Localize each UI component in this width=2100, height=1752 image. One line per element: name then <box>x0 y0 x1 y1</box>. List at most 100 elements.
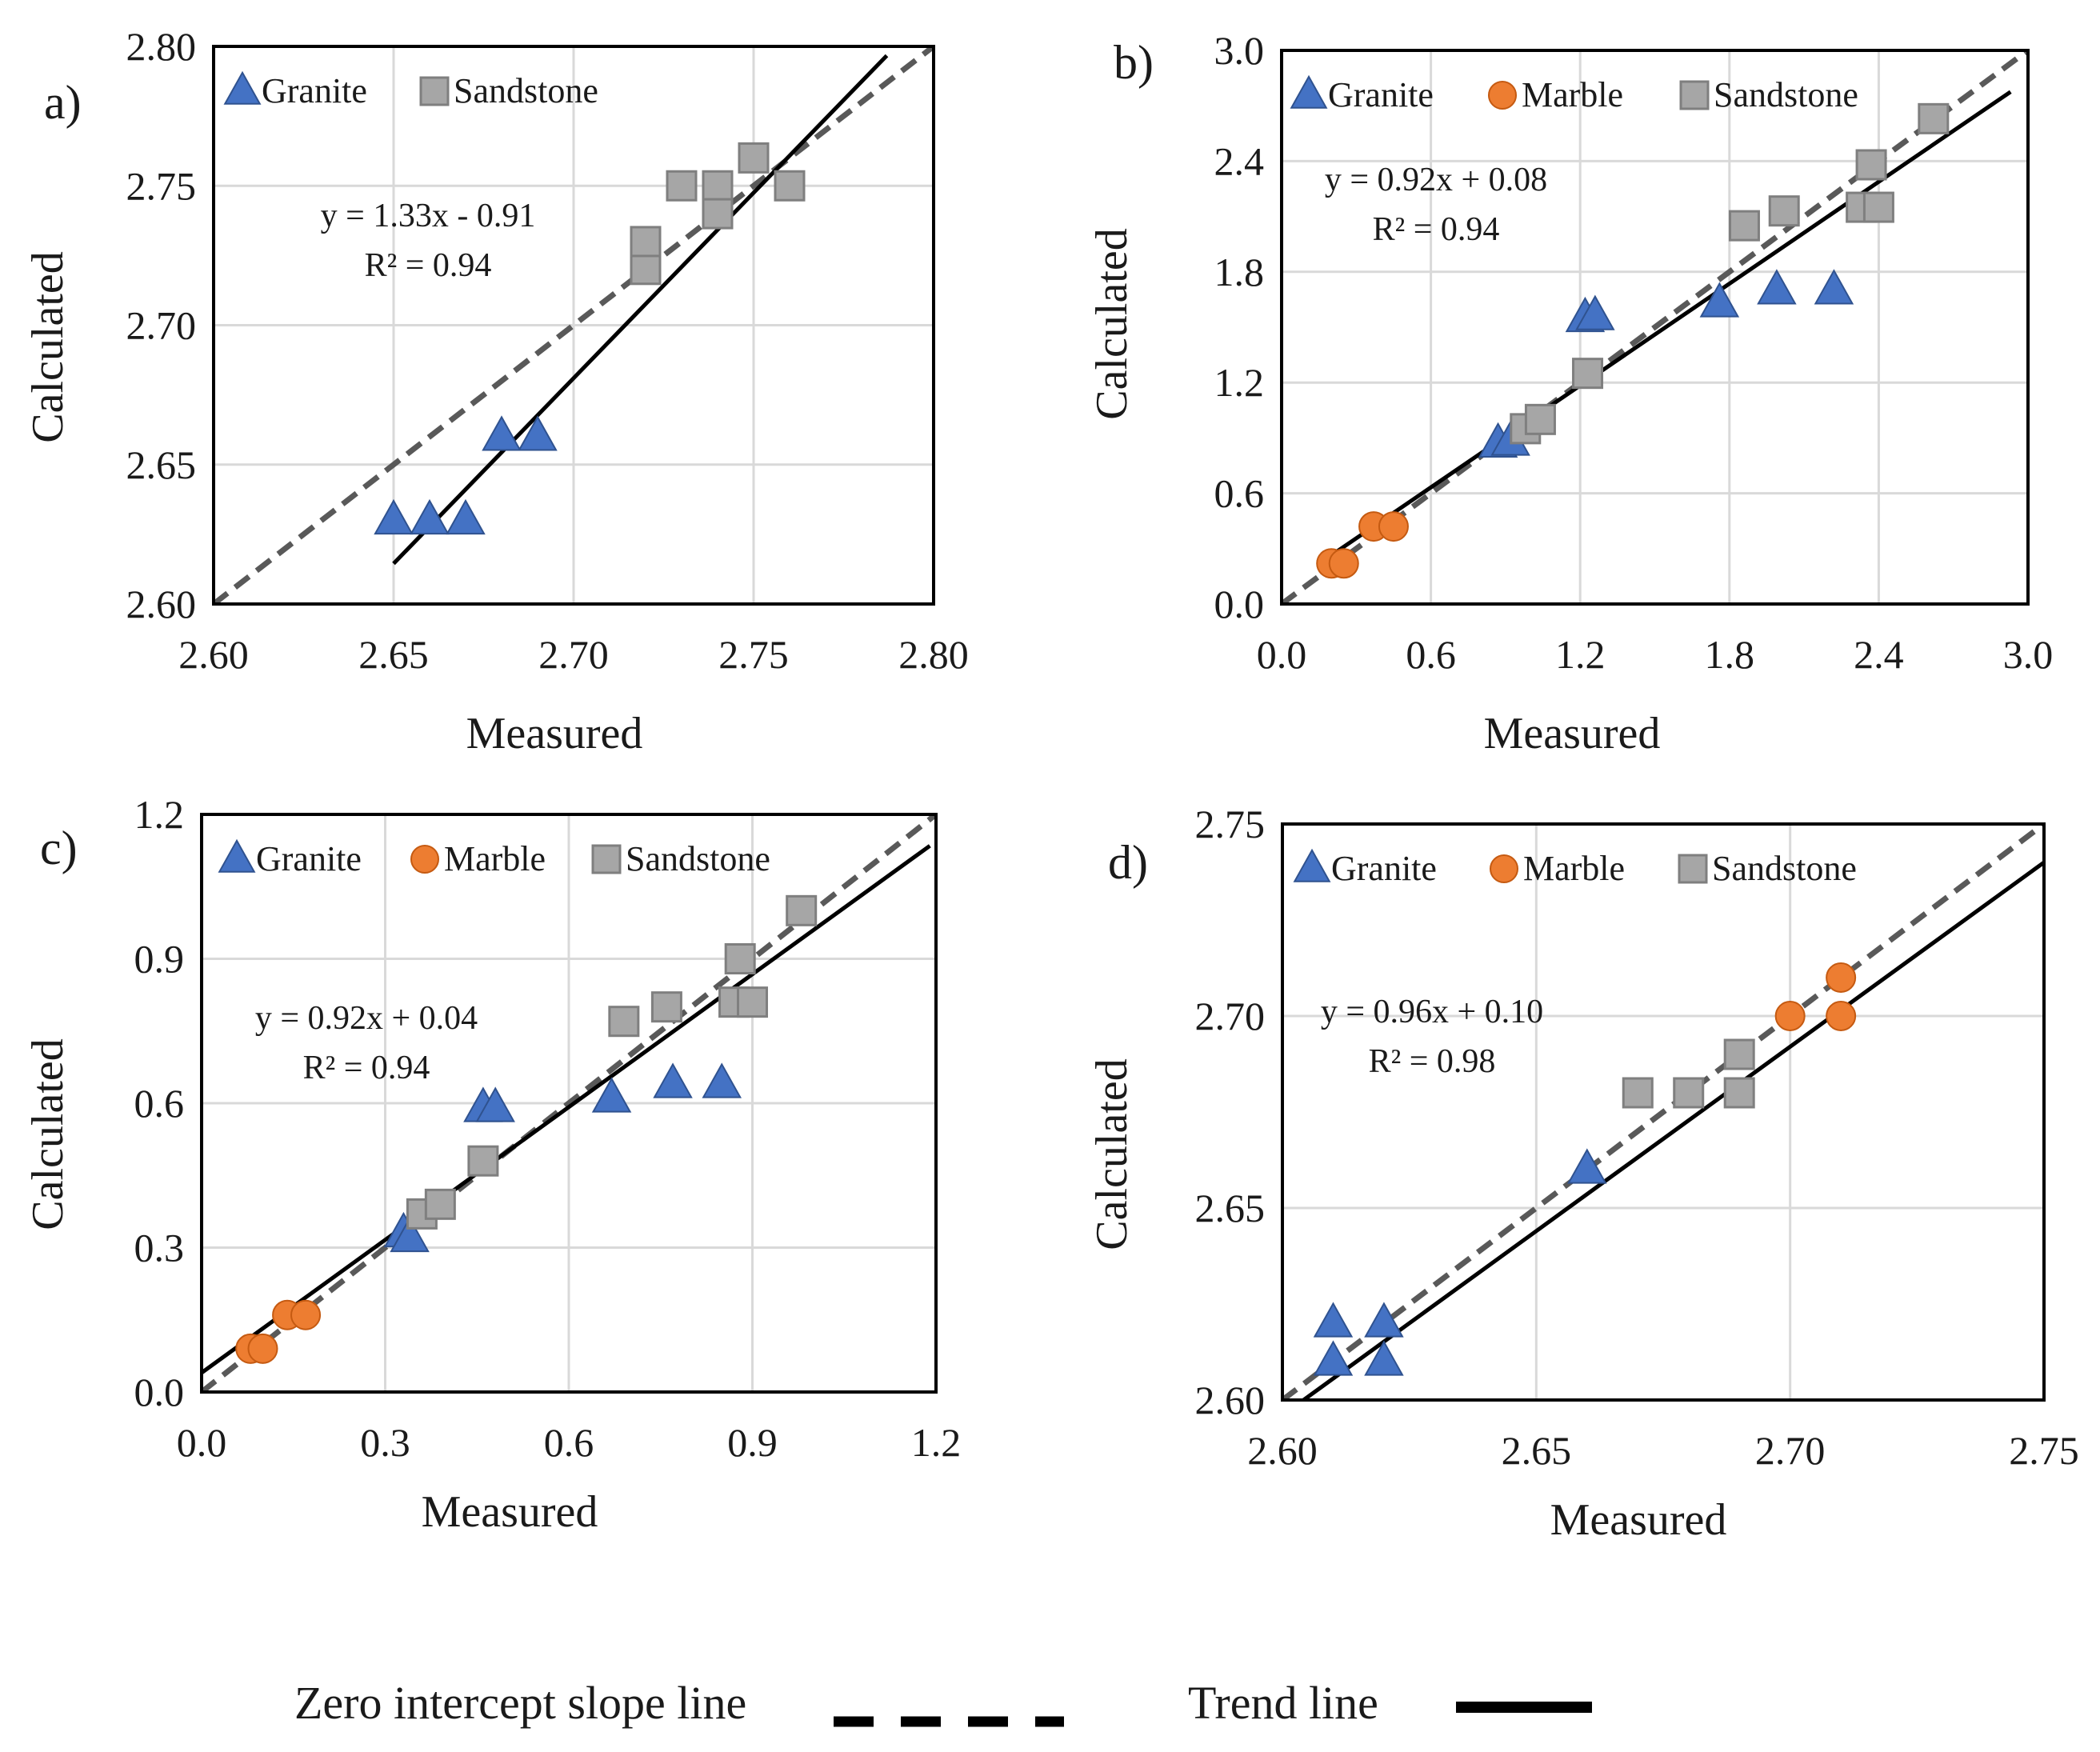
x-tick-label: 0.6 <box>1406 632 1456 677</box>
x-tick-label: 2.65 <box>358 632 429 677</box>
legend-sandstone-label: Sandstone <box>454 71 598 110</box>
panel-b: 0.0 0.6 1.2 1.8 2.4 3.0 0.0 0.6 1.2 1.8 2.4 3.0 Meas… <box>1087 28 2053 758</box>
y-axis-title: Calculated <box>1087 228 1137 419</box>
sandstone-point <box>737 986 768 1018</box>
granite-point <box>1313 1340 1354 1376</box>
trend-line-legend-label: Trend line <box>1188 1677 1378 1729</box>
x-tick-label: 0.0 <box>1257 632 1307 677</box>
panel-c: 0.0 0.3 0.6 0.9 1.2 0.0 0.3 0.6 0.9 1.2 Measured Ca… <box>23 792 961 1537</box>
legend-sandstone-marker <box>1679 80 1710 110</box>
zero-line-legend-label: Zero intercept slope line <box>294 1677 746 1729</box>
sandstone-point <box>1524 403 1556 435</box>
x-axis-title: Measured <box>1550 1495 1727 1545</box>
x-tick-label: 0.0 <box>177 1420 227 1465</box>
x-axis-title: Measured <box>422 1487 598 1537</box>
legend-marble-marker <box>410 845 439 874</box>
granite-point <box>1364 1302 1404 1338</box>
legend-sandstone-marker <box>1678 854 1708 884</box>
sandstone-point <box>1728 210 1760 242</box>
x-tick-label: 2.65 <box>1502 1428 1572 1473</box>
sandstone-point <box>1768 195 1800 227</box>
trend-equation: y = 1.33x - 0.91 <box>321 198 536 234</box>
trend-equation: y = 0.92x + 0.04 <box>255 1000 478 1037</box>
sandstone-point <box>1622 1077 1654 1109</box>
legend-marble-marker <box>1490 854 1518 883</box>
marble-point <box>247 1333 278 1364</box>
y-axis-title: Calculated <box>23 1038 73 1230</box>
marble-point <box>1328 548 1359 579</box>
y-tick-label: 1.2 <box>134 792 185 837</box>
y-tick-label: 0.3 <box>134 1226 185 1270</box>
sandstone-point <box>630 254 662 286</box>
legend-marble-label: Marble <box>1523 849 1625 888</box>
marble-point <box>1826 1001 1857 1031</box>
y-tick-label: 0.0 <box>134 1370 185 1414</box>
r-squared: R² = 0.98 <box>1369 1043 1496 1080</box>
granite-point <box>1814 269 1854 305</box>
bottom-legend: Zero intercept slope line Trend line <box>294 1677 1592 1729</box>
legend-marble-marker <box>1488 81 1517 110</box>
legend-sandstone-marker <box>591 844 622 874</box>
panel-label: c) <box>40 822 78 874</box>
panel-label: a) <box>44 76 82 129</box>
trend-equation: y = 0.96x + 0.10 <box>1321 994 1543 1030</box>
granite-point <box>374 498 414 535</box>
granite-point <box>653 1062 693 1098</box>
zero-intercept-line <box>214 46 934 604</box>
y-tick-label: 2.65 <box>126 442 197 487</box>
marble-point <box>1378 511 1409 542</box>
sandstone-point <box>630 226 662 258</box>
granite-point <box>410 498 450 535</box>
y-tick-label: 2.60 <box>1195 1378 1266 1422</box>
legend-granite-marker <box>1293 848 1331 882</box>
legend-granite-marker <box>1290 74 1328 109</box>
x-tick-label: 2.70 <box>1755 1428 1826 1473</box>
r-squared: R² = 0.94 <box>303 1050 430 1086</box>
y-tick-label: 1.8 <box>1214 250 1265 294</box>
legend-sandstone-label: Sandstone <box>1712 849 1857 888</box>
r-squared: R² = 0.94 <box>365 247 492 284</box>
granite-point <box>1699 282 1740 318</box>
x-tick-label: 1.2 <box>911 1420 962 1465</box>
x-tick-label: 2.70 <box>538 632 609 677</box>
marble-point <box>1826 962 1857 993</box>
y-tick-label: 2.60 <box>126 582 197 626</box>
x-tick-label: 3.0 <box>2003 632 2054 677</box>
legend-granite-marker <box>223 70 262 105</box>
y-tick-label: 2.65 <box>1195 1186 1266 1230</box>
sandstone-point <box>424 1188 456 1220</box>
x-tick-label: 0.3 <box>360 1420 410 1465</box>
trend-line <box>1330 90 2012 558</box>
sandstone-point <box>702 170 734 202</box>
sandstone-point <box>467 1145 499 1177</box>
panel-d: 2.60 2.65 2.70 2.75 2.60 2.65 2.70 2.75 Measured… <box>1087 802 2079 1545</box>
legend-sandstone-marker <box>419 76 450 106</box>
granite-point <box>1313 1302 1354 1338</box>
y-tick-label: 0.6 <box>1214 471 1265 516</box>
trend-line <box>202 844 931 1374</box>
sandstone-point <box>1862 191 1894 223</box>
sandstone-point <box>650 991 682 1023</box>
zero-intercept-line <box>1282 50 2028 604</box>
y-tick-label: 0.6 <box>134 1081 185 1126</box>
x-tick-label: 1.2 <box>1555 632 1606 677</box>
sandstone-point <box>786 894 818 926</box>
x-tick-label: 2.60 <box>1247 1428 1318 1473</box>
sandstone-point <box>1572 358 1604 390</box>
granite-point <box>1757 269 1797 305</box>
panel-a: 2.60 2.65 2.70 2.75 2.80 2.60 2.65 2.70 2.75 2.80… <box>23 24 969 758</box>
y-tick-label: 2.75 <box>126 163 197 208</box>
granite-point <box>390 1216 430 1253</box>
x-tick-label: 0.6 <box>544 1420 594 1465</box>
legend-granite-label: Granite <box>1328 75 1434 114</box>
r-squared: R² = 0.94 <box>1373 211 1500 248</box>
sandstone-point <box>1673 1077 1705 1109</box>
sandstone-point <box>1723 1038 1755 1070</box>
trend-equation: y = 0.92x + 0.08 <box>1325 162 1547 198</box>
y-axis-title: Calculated <box>23 251 73 442</box>
sandstone-point <box>1855 149 1887 181</box>
zero-intercept-line <box>1282 824 2044 1400</box>
granite-point <box>591 1077 632 1113</box>
sandstone-point <box>1918 102 1950 134</box>
legend-granite-label: Granite <box>1331 849 1437 888</box>
